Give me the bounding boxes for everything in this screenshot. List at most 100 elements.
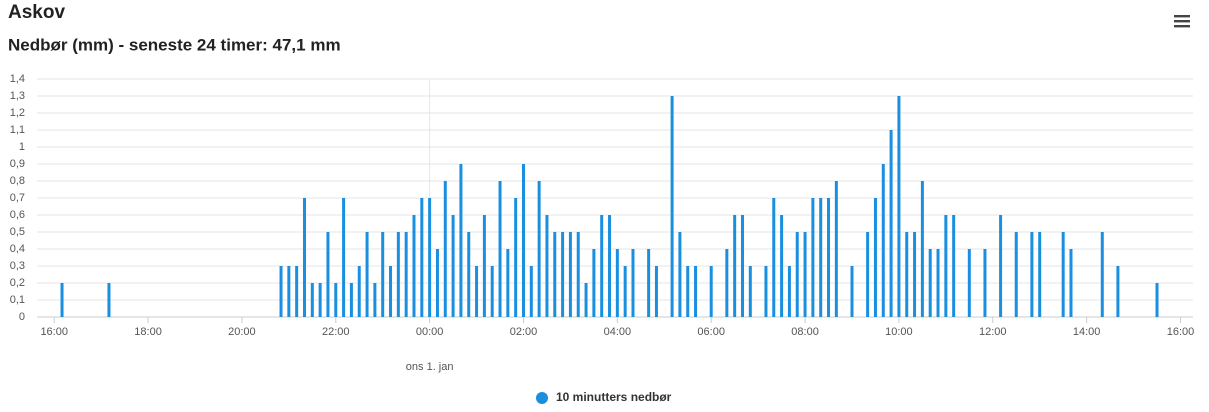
bar bbox=[529, 266, 533, 317]
bar bbox=[467, 232, 471, 317]
y-tick-label: 0,6 bbox=[10, 209, 25, 221]
bar bbox=[506, 249, 510, 317]
bar bbox=[107, 283, 111, 317]
bar bbox=[342, 198, 346, 317]
x-tick-label: 22:00 bbox=[322, 326, 350, 338]
bar bbox=[545, 215, 549, 317]
x-tick-label: 18:00 bbox=[134, 326, 162, 338]
bar bbox=[584, 283, 588, 317]
bar bbox=[475, 266, 479, 317]
x-tick-label: 06:00 bbox=[697, 326, 725, 338]
date-label: ons 1. jan bbox=[406, 361, 454, 373]
bar bbox=[1069, 249, 1073, 317]
bar bbox=[435, 249, 439, 317]
bar bbox=[850, 266, 854, 317]
legend-marker bbox=[536, 392, 548, 404]
bar bbox=[897, 96, 901, 317]
bar bbox=[404, 232, 408, 317]
x-tick-label: 12:00 bbox=[979, 326, 1007, 338]
bar bbox=[647, 249, 651, 317]
x-tick-label: 16:00 bbox=[1167, 326, 1195, 338]
bar bbox=[983, 249, 987, 317]
menu-bar[interactable] bbox=[1174, 15, 1190, 18]
legend-label: 10 minutters nedbør bbox=[556, 390, 672, 404]
bar bbox=[1116, 266, 1120, 317]
chart-subtitle: Nedbør (mm) - seneste 24 timer: 47,1 mm bbox=[8, 35, 341, 54]
x-tick-label: 14:00 bbox=[1073, 326, 1101, 338]
bar bbox=[748, 266, 752, 317]
y-tick-label: 1,2 bbox=[10, 107, 25, 119]
bar bbox=[514, 198, 518, 317]
y-tick-label: 1,3 bbox=[10, 90, 25, 102]
bar bbox=[1061, 232, 1065, 317]
bar bbox=[1155, 283, 1159, 317]
bar bbox=[1038, 232, 1042, 317]
y-tick-label: 0,1 bbox=[10, 294, 25, 306]
bar bbox=[373, 283, 377, 317]
bar bbox=[944, 215, 948, 317]
y-tick-label: 0,9 bbox=[10, 158, 25, 170]
bar bbox=[521, 164, 525, 317]
bar bbox=[795, 232, 799, 317]
bar bbox=[443, 181, 447, 317]
y-tick-label: 0,4 bbox=[10, 243, 25, 255]
bar bbox=[326, 232, 330, 317]
bar bbox=[396, 232, 400, 317]
bar bbox=[811, 198, 815, 317]
bar bbox=[60, 283, 64, 317]
x-tick-label: 00:00 bbox=[416, 326, 444, 338]
bar bbox=[803, 232, 807, 317]
bar bbox=[780, 215, 784, 317]
bar bbox=[537, 181, 541, 317]
bar bbox=[381, 232, 385, 317]
bar bbox=[498, 181, 502, 317]
bar bbox=[615, 249, 619, 317]
bar bbox=[967, 249, 971, 317]
bar bbox=[318, 283, 322, 317]
bar bbox=[310, 283, 314, 317]
x-tick-label: 20:00 bbox=[228, 326, 256, 338]
bar bbox=[295, 266, 299, 317]
menu-bar[interactable] bbox=[1174, 20, 1190, 23]
bar bbox=[787, 266, 791, 317]
bar bbox=[412, 215, 416, 317]
y-tick-label: 0,7 bbox=[10, 192, 25, 204]
menu-icon[interactable] bbox=[1174, 15, 1190, 28]
bar bbox=[952, 215, 956, 317]
y-tick-label: 1,1 bbox=[10, 124, 25, 136]
bar bbox=[881, 164, 885, 317]
x-tick-label: 02:00 bbox=[510, 326, 538, 338]
bar bbox=[733, 215, 737, 317]
bar bbox=[772, 198, 776, 317]
bar bbox=[1100, 232, 1104, 317]
bar bbox=[482, 215, 486, 317]
bar bbox=[686, 266, 690, 317]
bar bbox=[889, 130, 893, 317]
bar bbox=[873, 198, 877, 317]
y-tick-label: 0,3 bbox=[10, 260, 25, 272]
bar bbox=[1014, 232, 1018, 317]
y-tick-label: 0 bbox=[19, 311, 25, 323]
bar bbox=[1030, 232, 1034, 317]
x-tick-label: 08:00 bbox=[791, 326, 819, 338]
y-tick-label: 1,4 bbox=[10, 73, 25, 85]
bar bbox=[576, 232, 580, 317]
bar bbox=[631, 249, 635, 317]
bar bbox=[740, 215, 744, 317]
bar bbox=[999, 215, 1003, 317]
bar bbox=[357, 266, 361, 317]
bar bbox=[553, 232, 557, 317]
bar bbox=[459, 164, 463, 317]
bar bbox=[279, 266, 283, 317]
x-tick-label: 04:00 bbox=[604, 326, 632, 338]
bar bbox=[608, 215, 612, 317]
chart-title: Askov bbox=[8, 2, 65, 23]
y-tick-label: 0,5 bbox=[10, 226, 25, 238]
bar bbox=[928, 249, 932, 317]
y-tick-label: 0,2 bbox=[10, 277, 25, 289]
bar bbox=[709, 266, 713, 317]
bar bbox=[302, 198, 306, 317]
bar bbox=[819, 198, 823, 317]
menu-bar[interactable] bbox=[1174, 25, 1190, 28]
